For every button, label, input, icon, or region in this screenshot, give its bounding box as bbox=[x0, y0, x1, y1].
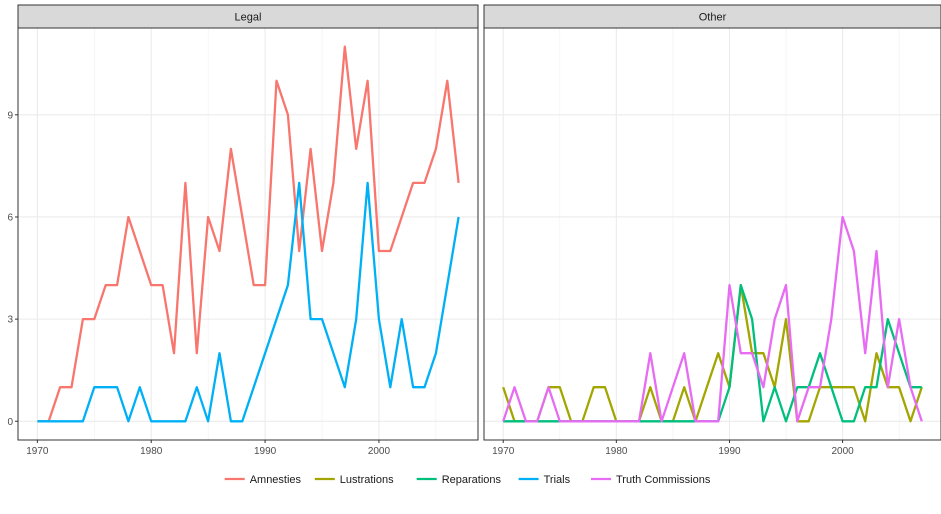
y-tick-label: 0 bbox=[7, 417, 13, 428]
panel-border bbox=[483, 27, 941, 441]
y-tick-label: 6 bbox=[7, 212, 13, 223]
series-line-amnesties bbox=[37, 45, 460, 423]
x-tick-label: 1970 bbox=[492, 446, 515, 457]
legend-label-reparations: Reparations bbox=[442, 474, 502, 486]
legend-label-trials: Trials bbox=[544, 474, 571, 486]
legend-label-amnesties: Amnesties bbox=[250, 474, 302, 486]
x-tick-label: 1990 bbox=[254, 446, 277, 457]
series-line-trials bbox=[37, 181, 460, 423]
x-tick-label: 1980 bbox=[140, 446, 163, 457]
y-tick-label: 3 bbox=[7, 315, 13, 326]
x-tick-label: 1990 bbox=[718, 446, 741, 457]
series-line-truth-commissions bbox=[502, 215, 923, 423]
y-tick-label: 9 bbox=[7, 110, 13, 121]
x-tick-label: 2000 bbox=[831, 446, 854, 457]
x-tick-label: 1980 bbox=[605, 446, 628, 457]
facet-title: Legal bbox=[235, 12, 262, 24]
facet-title: Other bbox=[699, 12, 727, 24]
legend-label-lustrations: Lustrations bbox=[340, 474, 394, 486]
panel-border bbox=[17, 27, 479, 441]
legend-label-truth-commissions: Truth Commissions bbox=[616, 474, 711, 486]
x-tick-label: 2000 bbox=[368, 446, 391, 457]
x-tick-label: 1970 bbox=[26, 446, 49, 457]
